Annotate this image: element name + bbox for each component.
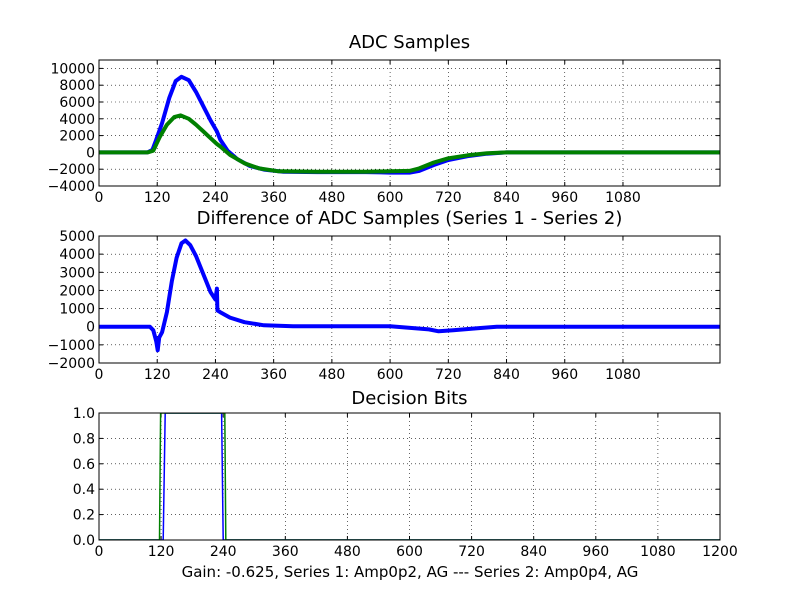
- plot-area: [99, 413, 720, 540]
- y-tick-label: 10000: [50, 61, 95, 77]
- y-tick-label: 2000: [59, 129, 95, 145]
- x-tick-label: 840: [520, 544, 547, 560]
- series-line-1: [99, 74, 720, 175]
- y-tick-label: 0.8: [73, 431, 95, 447]
- x-tick-label: 1080: [605, 190, 641, 206]
- x-tick-label: 240: [202, 367, 229, 383]
- x-tick-label: 960: [551, 190, 578, 206]
- series-line-2: [99, 413, 720, 540]
- x-tick-label: 120: [144, 190, 171, 206]
- x-tick-label: 0: [95, 544, 104, 560]
- x-tick-label: 1080: [640, 544, 676, 560]
- y-tick-label: −2000: [48, 356, 95, 372]
- x-tick-label: 1080: [605, 367, 641, 383]
- y-tick-label: 0.2: [73, 508, 95, 524]
- y-tick-label: 4000: [59, 112, 95, 128]
- axes-frame: [98, 59, 721, 187]
- figure-caption: Gain: -0.625, Series 1: Amp0p2, AG --- S…: [182, 563, 639, 581]
- x-tick-label: 1200: [702, 544, 738, 560]
- x-tick-label: 0: [95, 367, 104, 383]
- x-tick-label: 480: [334, 544, 361, 560]
- x-tick-label: 600: [377, 367, 404, 383]
- y-tick-label: 3000: [59, 265, 95, 281]
- x-tick-label: 360: [260, 190, 287, 206]
- axes-frame: [98, 235, 721, 364]
- chart-panel-2: Difference of ADC Samples (Series 1 - Se…: [48, 208, 721, 383]
- x-tick-label: 960: [582, 544, 609, 560]
- y-tick-label: 0.0: [73, 533, 95, 549]
- y-tick-label: 0: [86, 145, 95, 161]
- x-tick-label: 240: [202, 190, 229, 206]
- y-tick-label: 5000: [59, 229, 95, 245]
- x-tick-label: 600: [377, 190, 404, 206]
- x-tick-label: 360: [272, 544, 299, 560]
- plot-area: [99, 238, 720, 353]
- series-line-1: [99, 413, 720, 540]
- y-tick-label: 0.6: [73, 457, 95, 473]
- chart-title: Decision Bits: [351, 388, 467, 409]
- y-tick-label: −1000: [48, 338, 95, 354]
- axes-frame: [98, 412, 721, 541]
- x-tick-label: 0: [95, 190, 104, 206]
- y-tick-label: 4000: [59, 247, 95, 263]
- x-tick-label: 120: [144, 367, 171, 383]
- y-tick-label: 0: [86, 320, 95, 336]
- y-tick-label: 8000: [59, 78, 95, 94]
- y-tick-label: −4000: [48, 179, 95, 195]
- x-tick-label: 240: [210, 544, 237, 560]
- x-tick-label: 360: [260, 367, 287, 383]
- x-tick-label: 480: [319, 190, 346, 206]
- x-tick-label: 720: [435, 367, 462, 383]
- y-tick-label: 1.0: [73, 406, 95, 422]
- plot-area: [99, 74, 720, 175]
- y-tick-label: 1000: [59, 302, 95, 318]
- series-line-1: [99, 238, 720, 353]
- series-line-2: [99, 113, 720, 174]
- chart-title: Difference of ADC Samples (Series 1 - Se…: [197, 208, 623, 229]
- x-tick-label: 840: [493, 190, 520, 206]
- y-tick-label: −2000: [48, 162, 95, 178]
- chart-panel-1: ADC Samples 0 120 240 360 480 600 720 840 960 1080…: [48, 32, 721, 206]
- x-tick-label: 960: [551, 367, 578, 383]
- x-tick-label: 120: [148, 544, 175, 560]
- x-tick-label: 600: [396, 544, 423, 560]
- y-tick-label: 2000: [59, 283, 95, 299]
- y-tick-label: 6000: [59, 95, 95, 111]
- chart-title: ADC Samples: [349, 32, 470, 53]
- x-tick-label: 840: [493, 367, 520, 383]
- x-tick-label: 720: [435, 190, 462, 206]
- x-tick-label: 480: [319, 367, 346, 383]
- y-tick-label: 0.4: [73, 482, 95, 498]
- chart-panel-3: Decision Bits 0 120 240 360 480 600 720 840 960 10…: [73, 388, 738, 560]
- x-tick-label: 720: [458, 544, 485, 560]
